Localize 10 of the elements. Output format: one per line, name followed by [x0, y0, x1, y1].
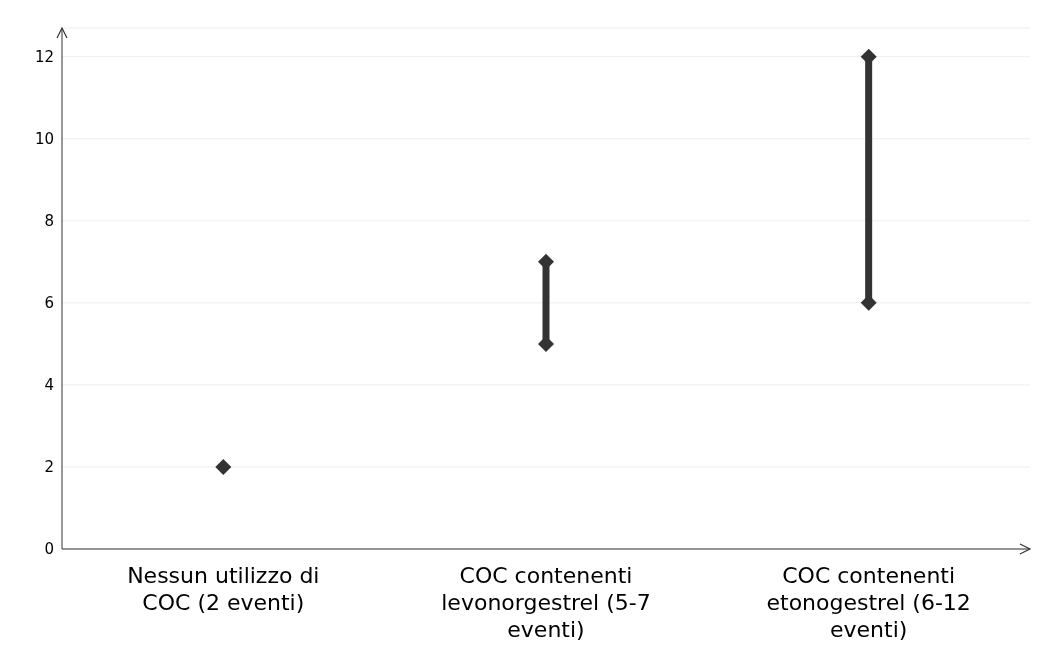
x-tick-label: COC contenenti etonogestrel (6-12 eventi): [766, 563, 971, 642]
x-tick-label: Nessun utilizzo di COC (2 eventi): [127, 563, 320, 615]
y-tick-label: 12: [34, 48, 54, 67]
y-tick-label: 2: [44, 458, 54, 477]
y-tick-label: 0: [44, 540, 54, 559]
x-tick-label: COC contenenti levonorgestrel (5-7 eventi): [441, 563, 651, 642]
y-tick-label: 8: [44, 212, 54, 231]
y-tick-label: 10: [34, 130, 54, 149]
y-tick-label: 4: [44, 376, 54, 395]
y-tick-label: 6: [44, 294, 54, 313]
